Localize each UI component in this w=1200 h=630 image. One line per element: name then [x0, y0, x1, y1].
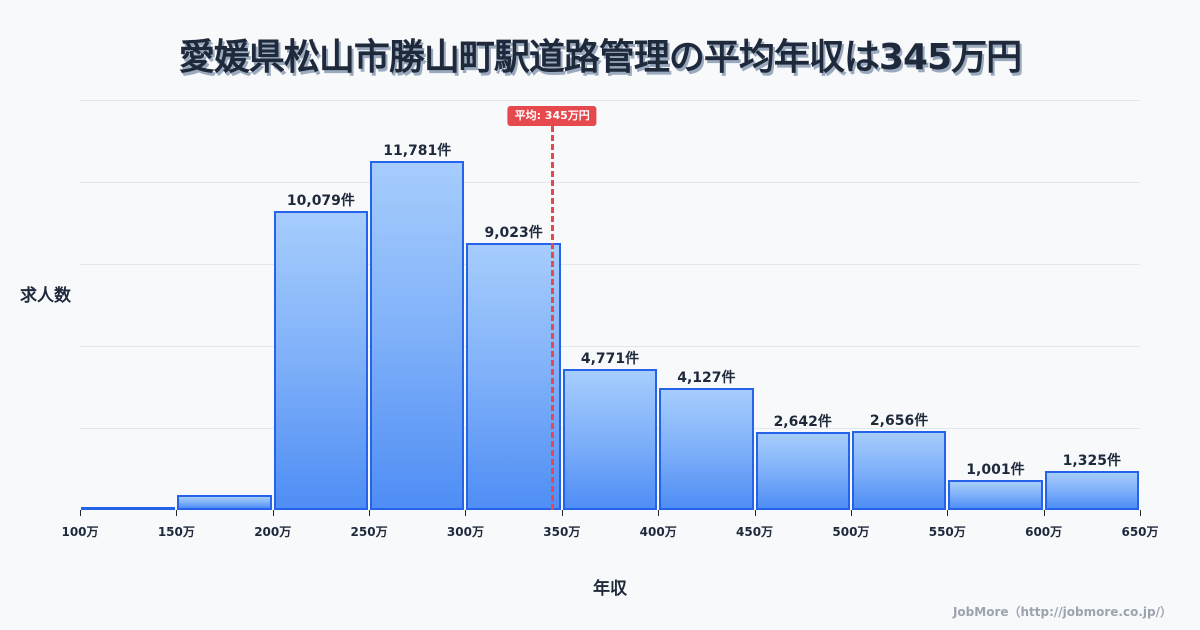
histogram-bar [1044, 470, 1139, 510]
x-tick-label: 450万 [736, 525, 774, 539]
bar-value-label: 4,771件 [580, 350, 640, 367]
average-badge: 平均: 345万円 [507, 106, 597, 126]
x-tick [754, 510, 756, 516]
histogram-bar [851, 431, 947, 510]
x-tick-label: 200万 [254, 525, 292, 539]
x-tick-label: 650万 [1121, 525, 1159, 539]
x-tick-label: 300万 [446, 525, 484, 539]
x-tick [561, 510, 563, 516]
bar-value-label: 11,781件 [383, 142, 452, 159]
x-tick [272, 510, 274, 516]
gridline [80, 182, 1140, 183]
y-axis-label: 求人数 [20, 286, 71, 306]
x-tick [465, 510, 467, 516]
gridline [80, 346, 1140, 347]
credit-text: JobMore（http://jobmore.co.jp/） [952, 605, 1172, 619]
plot-area: 10,079件 11,781件 9,023件 4,771件 4,127件 2,642件 2,… [80, 100, 1140, 510]
histogram-bar [81, 507, 176, 510]
histogram-bar [370, 161, 465, 510]
x-tick [369, 510, 371, 516]
x-tick [176, 510, 178, 516]
bar-value-label: 2,642件 [773, 413, 832, 430]
x-tick [1043, 510, 1045, 516]
x-tick-label: 350万 [543, 525, 581, 539]
x-tick-label: 250万 [350, 525, 388, 539]
bar-value-label: 4,127件 [677, 369, 736, 386]
x-tick [850, 510, 852, 516]
x-tick-label: 400万 [639, 525, 677, 539]
histogram-bar [466, 242, 561, 510]
gridline [80, 100, 1140, 101]
x-tick [1140, 510, 1141, 516]
histogram-bar [562, 368, 658, 510]
bar-value-label: 1,001件 [966, 462, 1025, 479]
bar-value-label: 2,656件 [869, 413, 929, 430]
histogram-bar [273, 211, 369, 510]
x-tick [658, 510, 660, 516]
x-tick-label: 550万 [928, 525, 966, 539]
bar-value-label: 1,325件 [1062, 452, 1121, 469]
chart-title: 愛媛県松山市勝山町駅道路管理の平均年収は345万円 [178, 37, 1022, 78]
x-tick-label: 150万 [157, 525, 195, 539]
bar-value-label: 9,023件 [484, 224, 543, 241]
histogram-bar [177, 495, 272, 510]
x-tick-label: 500万 [832, 525, 870, 539]
x-tick [947, 510, 949, 516]
x-tick-label: 100万 [61, 525, 99, 539]
gridline [80, 264, 1140, 265]
bar-value-label: 10,079件 [286, 193, 355, 210]
x-tick [80, 510, 81, 516]
histogram-bar [755, 431, 850, 510]
x-axis-label: 年収 [593, 579, 627, 599]
x-tick-label: 600万 [1025, 525, 1063, 539]
average-line [550, 126, 554, 510]
histogram-bar [948, 480, 1043, 510]
histogram-bar [659, 387, 754, 510]
